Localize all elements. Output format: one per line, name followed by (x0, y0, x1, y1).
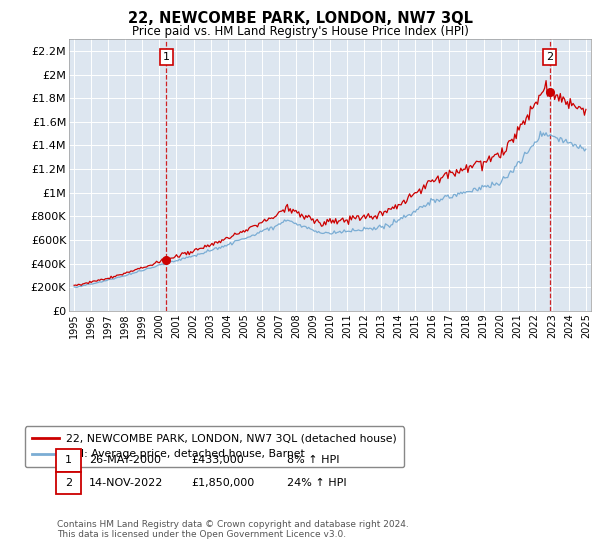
Text: 2: 2 (65, 478, 72, 488)
Text: 22, NEWCOMBE PARK, LONDON, NW7 3QL: 22, NEWCOMBE PARK, LONDON, NW7 3QL (128, 11, 473, 26)
Text: £1,850,000: £1,850,000 (191, 478, 254, 488)
Text: £433,000: £433,000 (191, 455, 244, 465)
Text: 26-MAY-2000: 26-MAY-2000 (89, 455, 161, 465)
Text: Contains HM Land Registry data © Crown copyright and database right 2024.
This d: Contains HM Land Registry data © Crown c… (57, 520, 409, 539)
Text: 2: 2 (546, 52, 553, 62)
Text: 14-NOV-2022: 14-NOV-2022 (89, 478, 163, 488)
FancyBboxPatch shape (56, 449, 81, 472)
FancyBboxPatch shape (56, 472, 81, 494)
Legend: 22, NEWCOMBE PARK, LONDON, NW7 3QL (detached house), HPI: Average price, detache: 22, NEWCOMBE PARK, LONDON, NW7 3QL (deta… (25, 426, 404, 467)
Text: 1: 1 (65, 455, 72, 465)
Text: 1: 1 (163, 52, 170, 62)
Text: 24% ↑ HPI: 24% ↑ HPI (287, 478, 346, 488)
Text: 8% ↑ HPI: 8% ↑ HPI (287, 455, 340, 465)
Text: Price paid vs. HM Land Registry's House Price Index (HPI): Price paid vs. HM Land Registry's House … (131, 25, 469, 38)
